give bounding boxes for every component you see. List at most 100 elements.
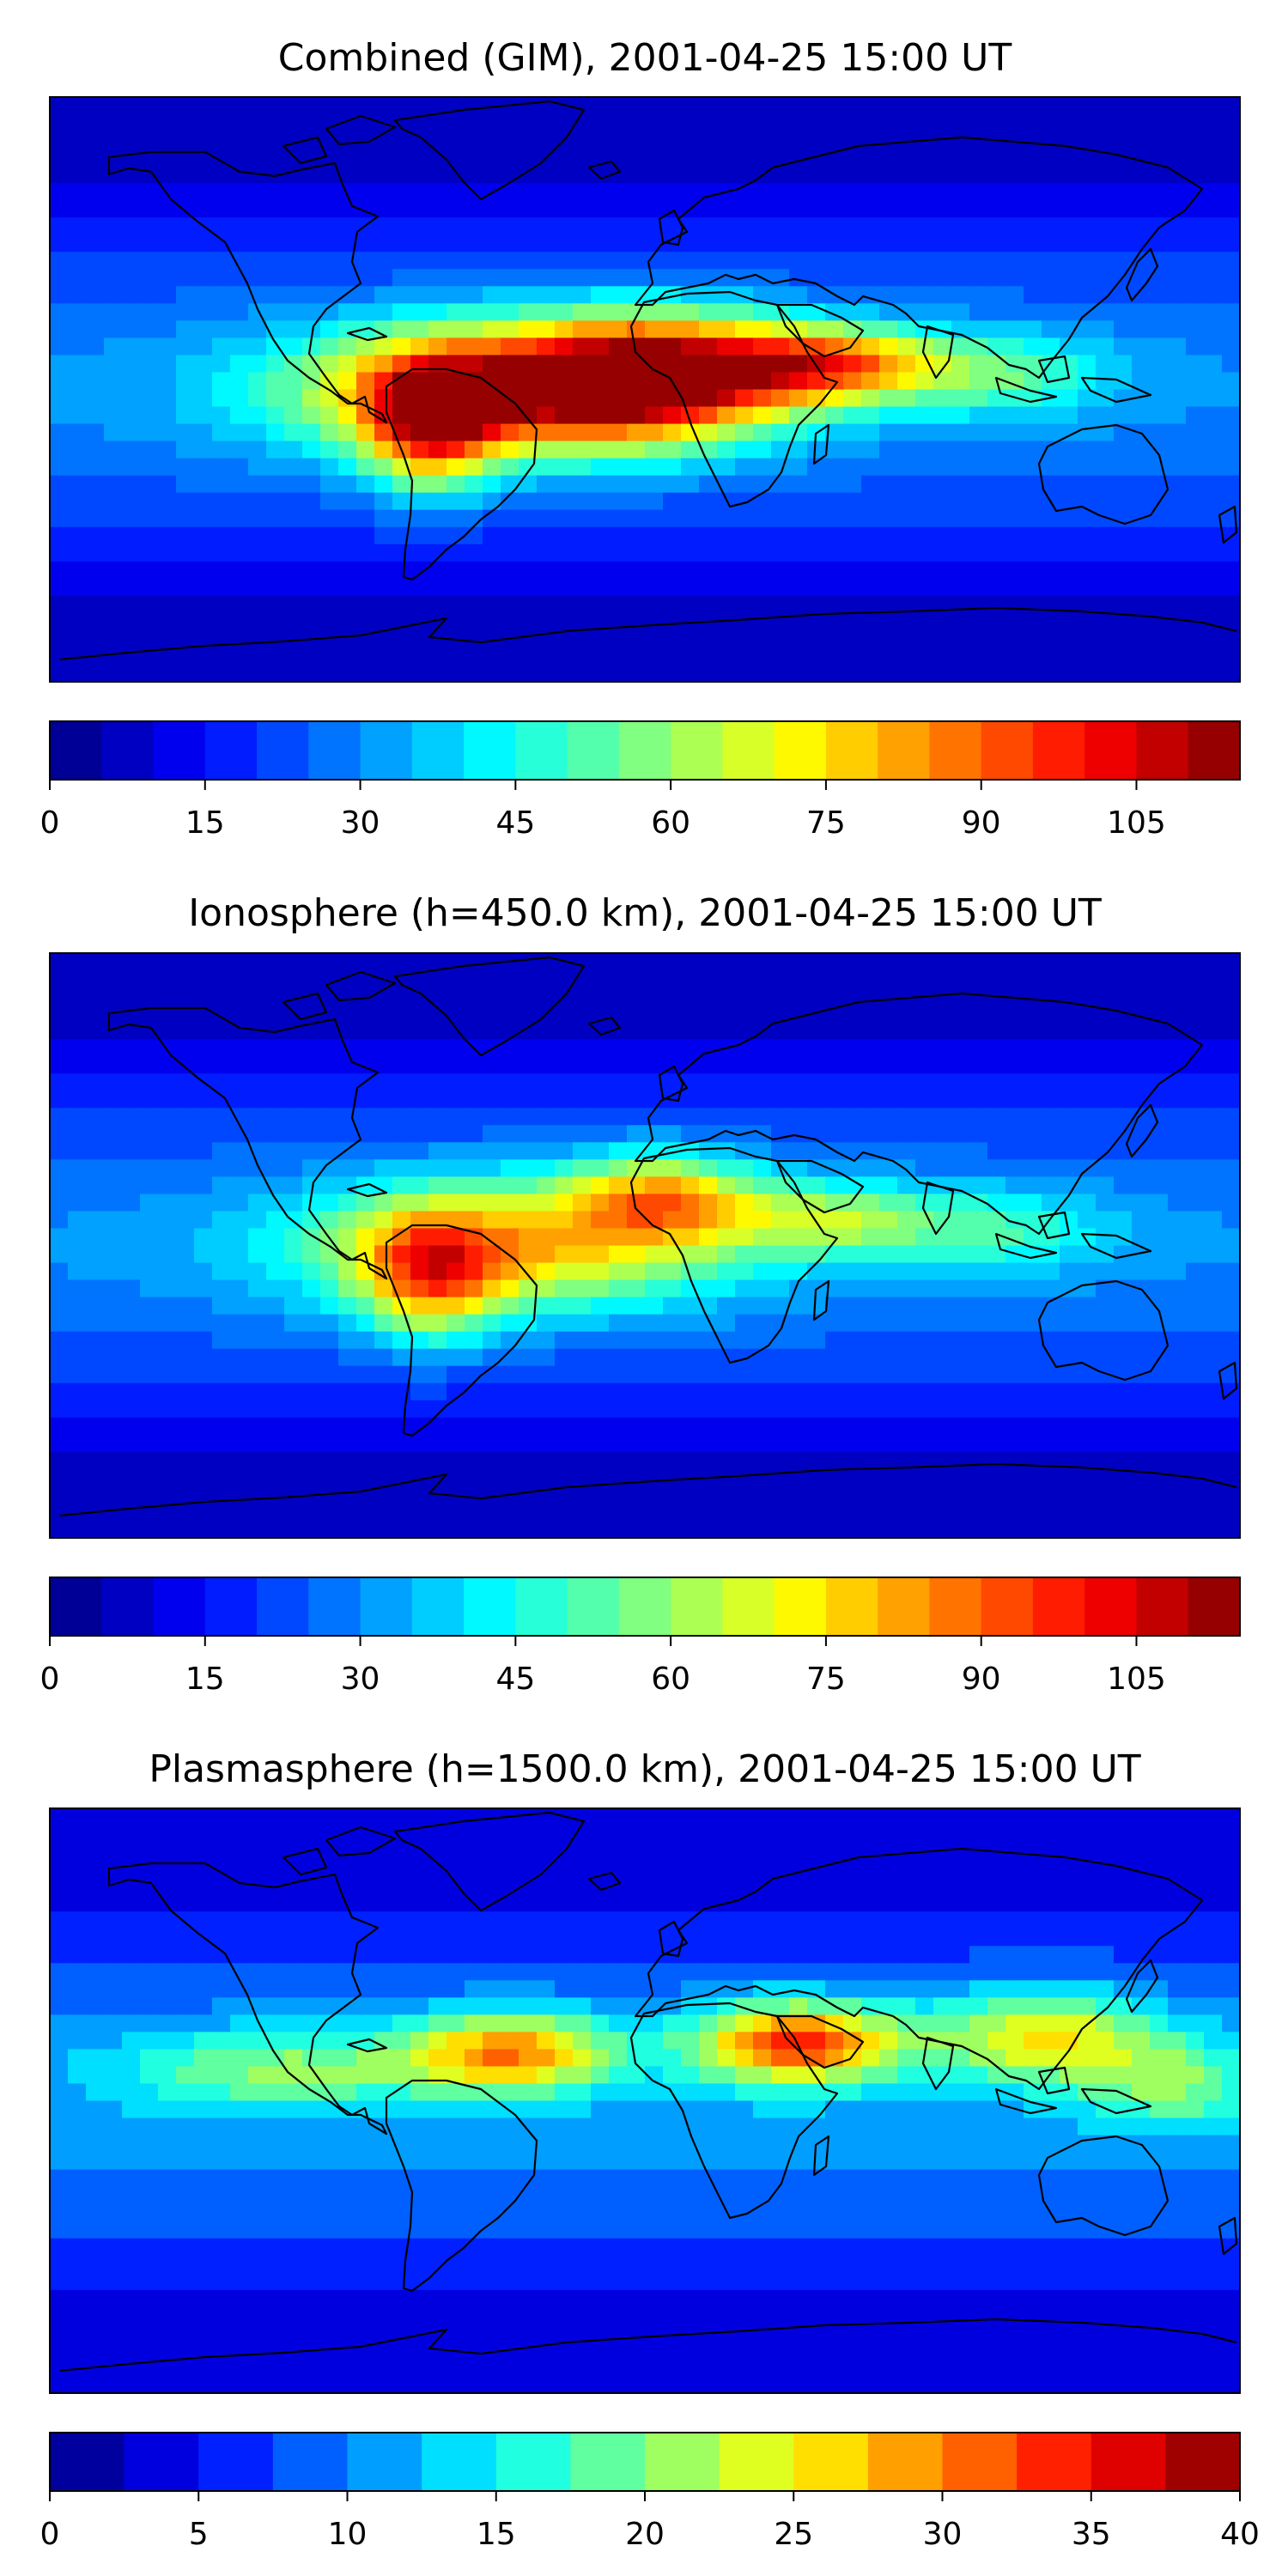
field-cell xyxy=(176,1843,195,1861)
field-cell xyxy=(50,252,69,270)
field-cell xyxy=(266,1073,285,1091)
field-cell xyxy=(645,561,664,580)
field-cell xyxy=(176,1056,195,1074)
field-cell xyxy=(230,612,249,631)
field-cell xyxy=(879,1451,898,1470)
field-cell xyxy=(1042,1022,1060,1040)
field-cell xyxy=(140,1245,159,1264)
field-cell xyxy=(338,578,357,597)
field-cell xyxy=(392,629,411,648)
field-cell xyxy=(284,561,303,580)
field-cell xyxy=(1204,1382,1223,1401)
field-cell xyxy=(302,389,321,408)
field-cell xyxy=(591,1485,610,1504)
field-cell xyxy=(356,1142,375,1160)
field-cell xyxy=(338,1808,357,1826)
field-cell xyxy=(158,149,177,167)
field-cell xyxy=(392,269,411,287)
field-cell xyxy=(1005,269,1024,287)
field-cell xyxy=(933,269,952,287)
field-cell xyxy=(1150,953,1169,971)
field-cell xyxy=(987,612,1006,631)
field-cell xyxy=(1024,355,1042,374)
field-cell xyxy=(140,286,159,304)
field-cell xyxy=(1060,372,1078,391)
field-cell xyxy=(410,492,429,511)
field-cell xyxy=(807,1451,826,1470)
field-cell xyxy=(879,440,898,459)
field-cell xyxy=(627,166,646,184)
field-cell xyxy=(1005,1262,1024,1281)
field-cell xyxy=(266,1211,285,1230)
field-cell xyxy=(879,561,898,580)
field-cell xyxy=(86,1279,105,1298)
field-cell xyxy=(501,1125,519,1143)
field-cell xyxy=(176,337,195,356)
field-cell xyxy=(879,1005,898,1023)
field-cell xyxy=(465,561,483,580)
field-cell xyxy=(555,200,574,218)
field-cell xyxy=(591,1314,610,1333)
field-cell xyxy=(50,286,69,304)
field-cell xyxy=(104,612,123,631)
field-cell xyxy=(681,131,700,149)
field-cell xyxy=(1096,492,1115,511)
field-cell xyxy=(591,1159,610,1177)
field-cell xyxy=(447,475,465,494)
field-cell xyxy=(501,1297,519,1315)
field-cell xyxy=(861,183,880,201)
field-cell xyxy=(861,1877,880,1895)
field-cell xyxy=(302,303,321,321)
field-cell xyxy=(1114,1056,1133,1074)
field-cell xyxy=(519,526,538,545)
field-cell xyxy=(50,269,69,287)
field-cell xyxy=(789,1211,808,1230)
field-cell xyxy=(555,440,574,459)
field-cell xyxy=(1060,1228,1078,1247)
field-cell xyxy=(753,1039,772,1057)
field-cell xyxy=(843,458,862,477)
field-cell xyxy=(573,1194,592,1212)
field-cell xyxy=(663,1520,682,1538)
field-cell xyxy=(374,664,393,682)
field-cell xyxy=(1114,1451,1133,1470)
field-cell xyxy=(879,372,898,391)
field-cell xyxy=(1222,1485,1240,1504)
field-cell xyxy=(428,1039,447,1057)
field-cell xyxy=(122,1228,141,1247)
field-cell xyxy=(519,149,538,167)
field-cell xyxy=(465,97,483,115)
field-cell xyxy=(537,1073,556,1091)
field-cell xyxy=(1222,389,1240,408)
field-cell xyxy=(320,217,339,235)
field-cell xyxy=(392,286,411,304)
field-cell xyxy=(987,355,1006,374)
field-cell xyxy=(915,440,934,459)
field-cell xyxy=(1060,114,1078,132)
field-cell xyxy=(1150,458,1169,477)
field-cell xyxy=(573,1503,592,1522)
field-cell xyxy=(1186,1314,1205,1333)
field-cell xyxy=(825,1468,844,1487)
field-cell xyxy=(356,1331,375,1350)
field-cell xyxy=(987,1262,1006,1281)
field-cell xyxy=(1005,1314,1024,1333)
field-cell xyxy=(86,1091,105,1109)
field-cell xyxy=(230,1142,249,1160)
field-cell xyxy=(212,1485,231,1504)
field-cell xyxy=(699,200,718,218)
field-cell xyxy=(609,149,628,167)
field-cell xyxy=(717,629,736,648)
field-cell xyxy=(356,1348,375,1367)
field-cell xyxy=(1060,183,1078,201)
field-cell xyxy=(374,1279,393,1298)
field-cell xyxy=(1114,1417,1133,1436)
field-cell xyxy=(104,970,123,988)
field-cell xyxy=(122,1843,141,1861)
field-cell xyxy=(663,1485,682,1504)
field-cell xyxy=(320,423,339,442)
field-cell xyxy=(969,1125,988,1143)
field-cell xyxy=(591,612,610,631)
field-cell xyxy=(555,372,574,391)
field-cell xyxy=(1132,217,1151,235)
